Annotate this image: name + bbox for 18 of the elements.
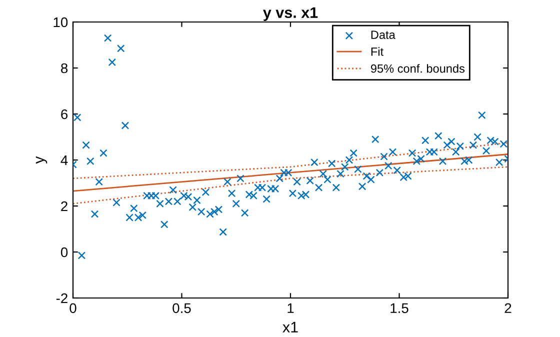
x-tick-label: 2 — [504, 303, 512, 313]
y-axis-title: y — [36, 156, 48, 164]
y-tick-label: 2 — [61, 201, 68, 212]
x-axis-title: x1 — [282, 322, 298, 332]
y-tick-label: 4 — [60, 155, 68, 166]
x-tick-label: 1.5 — [390, 303, 408, 314]
y-tick-label: -2 — [56, 293, 68, 304]
legend-label: Data — [371, 30, 396, 39]
x-tick-label: 0 — [70, 303, 76, 314]
x-tick-label: 1 — [288, 303, 294, 313]
y-tick-label: 8 — [61, 63, 68, 74]
chart-title: y vs. x1 — [263, 7, 318, 22]
x-tick-label: 0.5 — [172, 303, 191, 314]
legend-label: Fit — [371, 47, 384, 56]
y-tick-label: 6 — [61, 109, 68, 120]
y-tick-label: 10 — [54, 17, 68, 28]
legend-label: 95% conf. bounds — [370, 64, 465, 73]
y-tick-label: 0 — [60, 247, 68, 258]
